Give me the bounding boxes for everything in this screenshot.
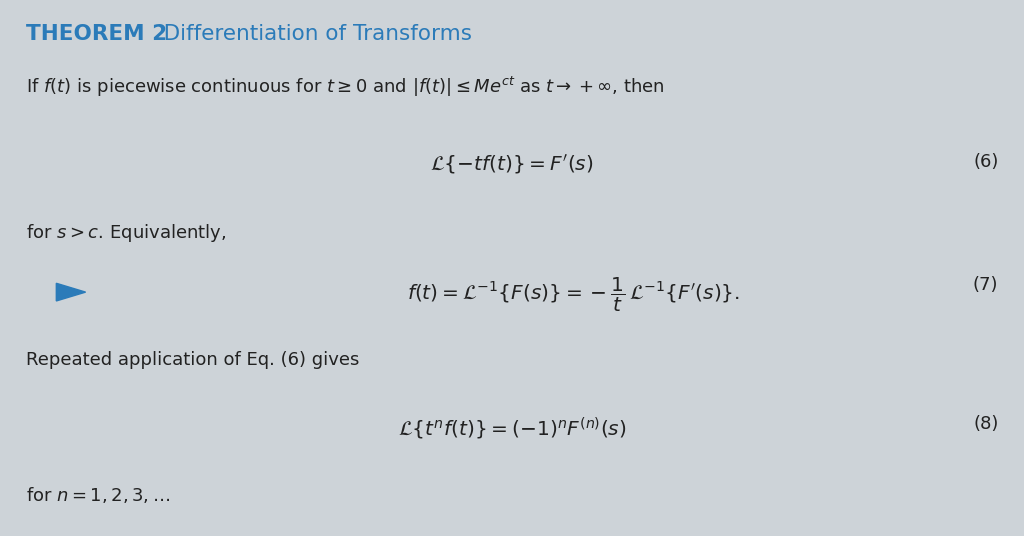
Text: $\mathcal{L}\{-tf(t)\} = F'(s)$: $\mathcal{L}\{-tf(t)\} = F'(s)$ [430, 153, 594, 176]
Text: Repeated application of Eq. (6) gives: Repeated application of Eq. (6) gives [26, 351, 359, 369]
Text: Differentiation of Transforms: Differentiation of Transforms [143, 24, 472, 44]
Text: $\mathcal{L}\{t^n f(t)\} = (-1)^n F^{(n)}(s)$: $\mathcal{L}\{t^n f(t)\} = (-1)^n F^{(n)… [397, 415, 627, 442]
Text: for $n = 1, 2, 3, \ldots$: for $n = 1, 2, 3, \ldots$ [26, 485, 170, 505]
Text: for $s > c$. Equivalently,: for $s > c$. Equivalently, [26, 222, 226, 244]
Text: THEOREM 2: THEOREM 2 [26, 24, 167, 44]
Text: (7): (7) [973, 276, 998, 294]
Polygon shape [56, 283, 86, 301]
Text: $f(t) = \mathcal{L}^{-1}\{F(s)\} = -\dfrac{1}{t}\,\mathcal{L}^{-1}\{F'(s)\}.$: $f(t) = \mathcal{L}^{-1}\{F(s)\} = -\dfr… [407, 276, 740, 314]
Text: If $f(t)$ is piecewise continuous for $t \geq 0$ and $|f(t)| \leq Me^{ct}$ as $t: If $f(t)$ is piecewise continuous for $t… [26, 75, 665, 99]
Text: (8): (8) [973, 415, 998, 434]
Text: (6): (6) [973, 153, 998, 171]
